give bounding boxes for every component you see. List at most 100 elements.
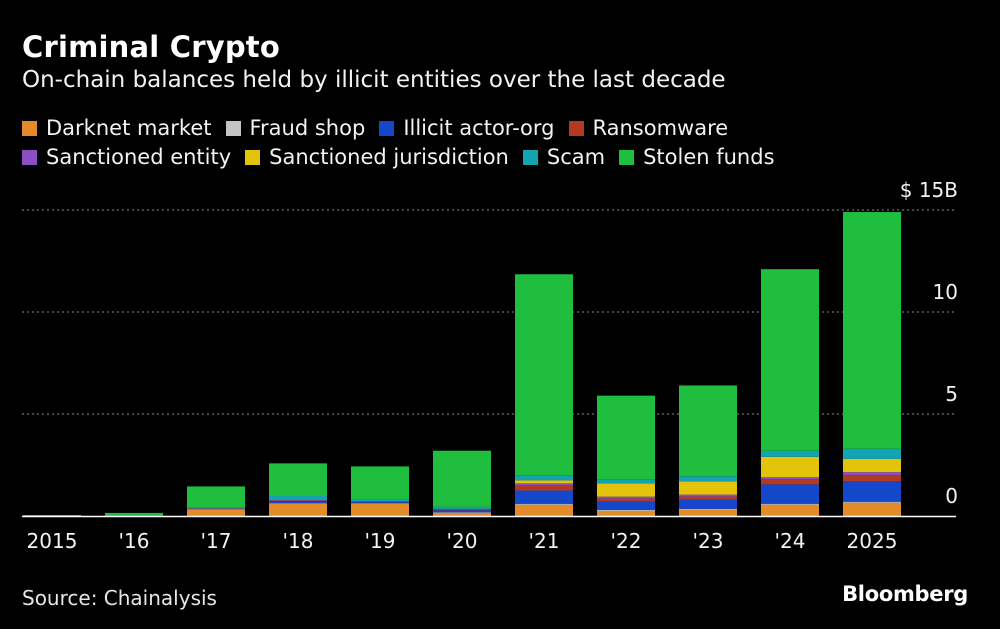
bar-segment <box>597 510 655 516</box>
bar-segment <box>515 274 573 476</box>
x-tick-label: '23 <box>693 529 724 553</box>
bar-segment <box>761 450 819 457</box>
bar-segment <box>433 512 491 516</box>
bar-segment <box>269 503 327 516</box>
bar-segment <box>515 480 573 484</box>
chart-title: Criminal Crypto <box>22 30 280 64</box>
bar-segment <box>843 458 901 473</box>
x-tick-label: 2025 <box>847 529 898 553</box>
legend-item-stolen-funds: Stolen funds <box>619 145 775 169</box>
legend-label: Fraud shop <box>249 116 366 140</box>
legend-swatch <box>568 120 584 136</box>
bar-segment <box>515 483 573 486</box>
bar-segment <box>597 498 655 502</box>
x-tick-label: '20 <box>447 529 478 553</box>
bar-segment <box>761 503 819 505</box>
x-tick-label: '22 <box>611 529 642 553</box>
bar-segment <box>843 475 901 482</box>
legend-swatch <box>379 120 395 136</box>
bar-segment <box>269 496 327 501</box>
legend-label: Sanctioned entity <box>46 145 232 169</box>
bar-segment <box>187 486 245 508</box>
bloomberg-logo: Bloomberg <box>842 582 968 606</box>
bar-segment <box>761 477 819 480</box>
bar-segment <box>761 479 819 485</box>
bar-segment <box>351 501 409 503</box>
bar-segment <box>187 508 245 509</box>
bar-segment <box>23 514 81 516</box>
bar-segment <box>515 504 573 516</box>
bar-segment <box>843 212 901 449</box>
bar-segment <box>105 512 163 515</box>
bar-segment <box>597 483 655 497</box>
legend-swatch <box>619 149 635 165</box>
bar-segment <box>679 481 737 495</box>
bar-segment <box>679 385 737 477</box>
legend-label: Stolen funds <box>643 145 775 169</box>
legend-item-scam: Scam <box>522 145 605 169</box>
bar-segment <box>351 466 409 500</box>
y-tick-label: 10 <box>933 280 958 304</box>
y-tick-label: $ 15B <box>900 178 958 202</box>
x-tick-label: '24 <box>775 529 806 553</box>
bar-segment <box>679 508 737 510</box>
bar-segment <box>351 503 409 504</box>
bar-segment <box>269 463 327 497</box>
bar-segment <box>433 510 491 513</box>
x-tick-label: 2015 <box>27 529 78 553</box>
legend-item-sanctioned-jurisdiction: Sanctioned jurisdiction <box>245 145 509 169</box>
legend-label: Illicit actor-org <box>403 116 555 140</box>
legend-item-sanctioned-entity: Sanctioned entity <box>22 145 231 169</box>
bar-segment <box>515 485 573 491</box>
legend-swatch <box>22 149 37 165</box>
bar-segment <box>187 509 245 510</box>
bar-segment <box>433 450 491 507</box>
bar-segment <box>433 512 491 513</box>
legend-swatch <box>22 120 37 136</box>
bar-segment <box>597 496 655 499</box>
bar-segment <box>597 395 655 480</box>
source-note: Source: Chainalysis <box>22 586 217 610</box>
bar-segment <box>761 504 819 516</box>
bar-segment <box>843 448 901 459</box>
bar-segment <box>269 500 327 502</box>
legend-label: Darknet market <box>46 116 212 140</box>
legend-item-illicit-actor-org: Illicit actor-org <box>379 116 555 140</box>
bar-segment <box>433 509 491 511</box>
bar-segment <box>187 508 245 510</box>
legend-label: Sanctioned jurisdiction <box>269 145 509 169</box>
bar-segment <box>761 456 819 478</box>
legend-swatch <box>522 149 538 165</box>
legend-swatch <box>245 149 261 165</box>
bar-segment <box>105 514 163 516</box>
legend-swatch <box>225 120 241 136</box>
legend-row-2: Sanctioned entity Sanctioned jurisdictio… <box>22 145 789 169</box>
bar-segment <box>679 496 737 500</box>
legend-item-ransomware: Ransomware <box>568 116 728 140</box>
bar-segment <box>187 509 245 516</box>
bar-segment <box>597 509 655 511</box>
legend-row-1: Darknet market Fraud shop Illicit actor-… <box>22 116 742 140</box>
bar-segment <box>679 509 737 516</box>
bar-segment <box>433 506 491 509</box>
chart-subtitle: On-chain balances held by illicit entiti… <box>22 67 726 93</box>
bar-segment <box>187 507 245 509</box>
x-tick-label: '16 <box>119 529 150 553</box>
bar-segment <box>761 269 819 451</box>
bar-segment <box>351 502 409 504</box>
x-tick-label: '19 <box>365 529 396 553</box>
legend-item-fraud-shop: Fraud shop <box>225 116 366 140</box>
bar-segment <box>843 501 901 503</box>
bar-segment <box>515 490 573 504</box>
bar-segment <box>351 503 409 516</box>
bar-segment <box>351 499 409 502</box>
bar-segment <box>679 476 737 482</box>
x-tick-label: '17 <box>201 529 232 553</box>
bar-segment <box>351 501 409 502</box>
x-tick-label: '18 <box>283 529 314 553</box>
bar-segment <box>433 508 491 510</box>
bar-segment <box>515 475 573 481</box>
y-tick-label: 0 <box>945 484 958 508</box>
x-tick-label: '21 <box>529 529 560 553</box>
